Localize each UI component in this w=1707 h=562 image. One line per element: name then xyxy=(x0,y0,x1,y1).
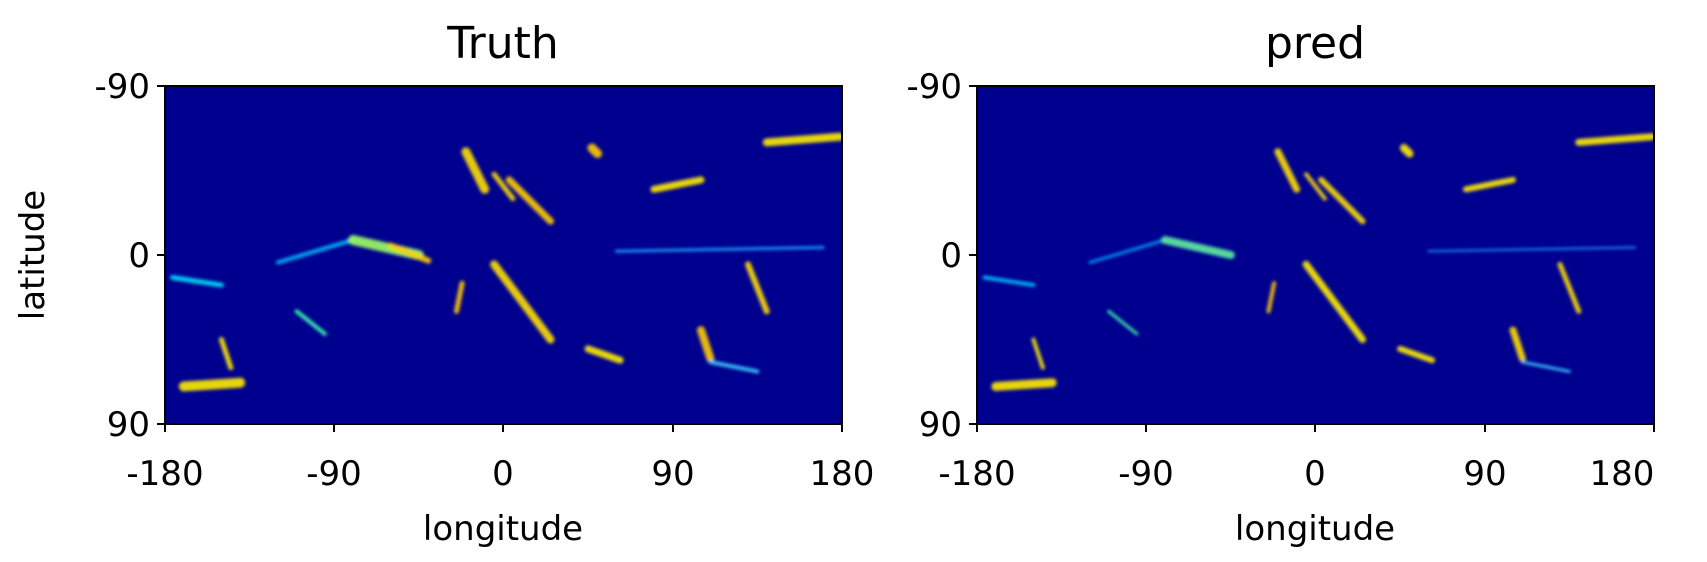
pred-heatmap-feature xyxy=(1304,172,1327,201)
truth-heatmap-feature xyxy=(696,326,715,363)
truth-heatmap-feature xyxy=(650,176,705,193)
truth-heatmap-feature xyxy=(490,260,555,344)
pred-panel: pred -90 0 90 -180 -90 0 90 180 longitud… xyxy=(906,18,1655,549)
truth-heatmap-feature xyxy=(744,261,770,315)
pred-heatmap-feature xyxy=(1107,309,1139,336)
truth-xtick-label: 180 xyxy=(810,454,875,494)
truth-heatmap-feature xyxy=(614,245,825,253)
pred-ytick-label: 0 xyxy=(940,236,962,276)
truth-heatmap-feature xyxy=(178,377,246,392)
pred-heatmap-feature xyxy=(1161,235,1235,259)
pred-heatmap-feature xyxy=(1397,345,1436,364)
pred-heatmap-feature xyxy=(1427,246,1637,253)
truth-heatmap-feature xyxy=(218,337,234,371)
truth-heatmap-feature xyxy=(584,345,624,364)
pred-heatmap-feature xyxy=(1557,261,1582,314)
pred-heatmap-feature xyxy=(1302,260,1367,343)
pred-heatmap-background xyxy=(977,86,1654,424)
truth-xaxis-label: longitude xyxy=(423,509,583,549)
truth-xtick-label: -90 xyxy=(306,454,362,494)
pred-heatmap-feature xyxy=(1462,176,1516,193)
truth-xtick-label: -180 xyxy=(126,454,203,494)
truth-ytick-label: -90 xyxy=(94,67,150,107)
pred-heatmap-feature xyxy=(1031,337,1045,370)
truth-heatmap-background xyxy=(165,86,842,424)
pred-heatmap-feature xyxy=(1266,281,1277,314)
truth-yaxis-label: latitude xyxy=(13,190,53,320)
truth-ytick-label: 0 xyxy=(128,236,150,276)
truth-heatmap-feature xyxy=(491,171,516,202)
pred-ytick-label: 90 xyxy=(919,405,962,445)
truth-heatmap-feature xyxy=(587,143,603,159)
truth-heatmap-feature xyxy=(294,309,327,336)
pred-xtick-label: -180 xyxy=(938,454,1015,494)
pred-xtick-label: 180 xyxy=(1590,454,1655,494)
truth-panel: Truth -90 0 90 -180 -90 0 90 180 longitu… xyxy=(13,18,874,549)
truth-ytick-label: 90 xyxy=(107,405,150,445)
pred-xtick-label: 0 xyxy=(1304,454,1326,494)
pred-heatmap-feature xyxy=(1318,176,1366,225)
pred-xtick-label: -90 xyxy=(1118,454,1174,494)
pred-heatmap-feature xyxy=(1520,360,1571,373)
truth-heatmap-feature xyxy=(387,242,432,264)
pred-heatmap-feature xyxy=(1575,133,1654,146)
pred-heatmap-feature xyxy=(982,275,1036,288)
pred-title: pred xyxy=(1265,18,1365,69)
pred-xaxis-label: longitude xyxy=(1235,509,1395,549)
pred-heatmap-field xyxy=(982,133,1654,391)
truth-heatmap-feature xyxy=(275,237,356,265)
pred-heatmap-feature xyxy=(1274,148,1301,193)
truth-xtick-label: 0 xyxy=(492,454,514,494)
truth-heatmap-feature xyxy=(461,147,490,194)
truth-heatmap-feature xyxy=(708,360,760,374)
pred-heatmap-feature xyxy=(1509,326,1526,362)
truth-heatmap-feature xyxy=(453,280,465,314)
pred-xtick-label: 90 xyxy=(1463,454,1506,494)
truth-heatmap-feature xyxy=(505,176,555,225)
pred-heatmap-feature xyxy=(1399,143,1414,158)
truth-heatmap-feature xyxy=(762,132,842,147)
truth-heatmap-feature xyxy=(170,275,224,288)
pred-ytick-label: -90 xyxy=(906,67,962,107)
pred-heatmap-feature xyxy=(1088,238,1167,265)
truth-title: Truth xyxy=(446,18,559,69)
pred-heatmap-feature xyxy=(991,378,1057,391)
truth-heatmap-field xyxy=(170,132,842,392)
truth-xtick-label: 90 xyxy=(651,454,694,494)
